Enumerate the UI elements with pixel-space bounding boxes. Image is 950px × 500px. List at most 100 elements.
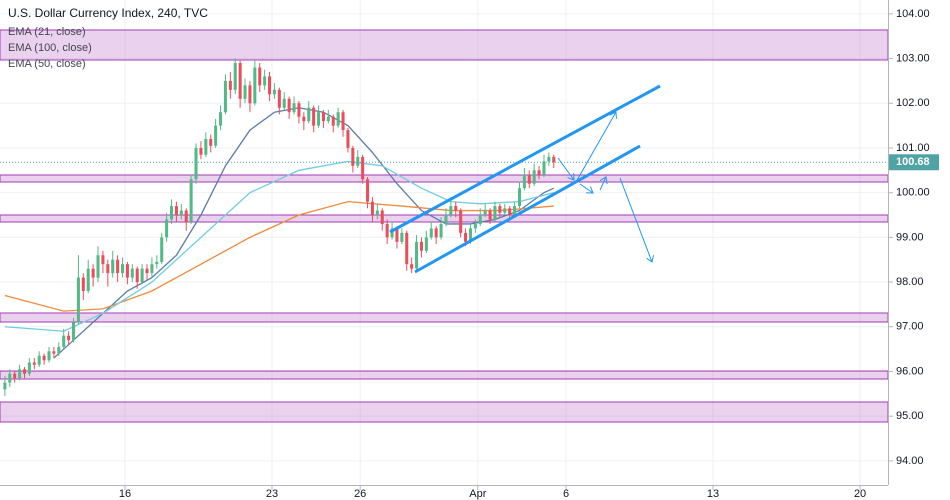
candle-body (125, 264, 129, 278)
candle-body (101, 255, 105, 265)
candle-body (91, 268, 95, 278)
candle-body (317, 112, 321, 126)
candle-body (189, 179, 193, 222)
zone (0, 312, 889, 323)
candle-body (341, 112, 345, 131)
x-tick-label: Apr (469, 488, 486, 500)
candle-body (307, 107, 311, 122)
zone (0, 29, 889, 61)
y-tick-label: 102.00 (896, 97, 930, 109)
candle-body (439, 223, 443, 238)
candle-body (96, 255, 100, 278)
legend: U.S. Dollar Currency Index, 240, TVC EMA… (8, 6, 208, 70)
candle-body (106, 264, 110, 274)
candle-body (76, 277, 80, 323)
zone (0, 174, 889, 183)
candle-body (22, 369, 27, 374)
indicators (0, 107, 888, 359)
candle-body (400, 232, 404, 242)
candle-body (527, 174, 531, 184)
candle-body (346, 130, 350, 148)
ema-line (4, 200, 554, 312)
candle-body (194, 147, 198, 180)
drawings (389, 84, 661, 274)
candle-body (179, 210, 183, 216)
legend-entry: EMA (100, close) (8, 42, 92, 54)
candle-body (86, 268, 90, 291)
candle-body (184, 210, 188, 222)
legend-entry: EMA (50, close) (8, 58, 86, 70)
candle-body (434, 228, 438, 238)
candle-body (277, 89, 281, 108)
candle-body (165, 219, 169, 238)
candle-body (145, 268, 149, 274)
candle-body (464, 232, 468, 242)
arrow (557, 157, 574, 180)
candle-body (209, 139, 213, 146)
candle-body (459, 210, 463, 233)
candle-body (57, 346, 61, 354)
candle-body (263, 76, 267, 86)
candle-body (292, 103, 296, 113)
y-tick-label: 96.00 (896, 365, 924, 377)
candle-body (268, 76, 272, 95)
candle-body (155, 261, 159, 265)
candle-body (160, 237, 164, 262)
candle-body (478, 215, 482, 224)
candle-body (140, 268, 144, 283)
candle-body (395, 228, 399, 242)
x-tick-label: 16 (119, 488, 131, 500)
x-tick-label: 23 (266, 488, 278, 500)
candle-body (135, 268, 139, 283)
candle-body (468, 228, 472, 242)
channel-line (414, 144, 641, 274)
y-tick-label: 101.00 (896, 142, 930, 154)
candle-body (258, 67, 262, 86)
candle-body (336, 112, 340, 126)
candle-body (27, 362, 31, 374)
candle-body (8, 373, 12, 383)
candle-body (522, 174, 526, 189)
candle-body (111, 259, 115, 274)
candle-body (488, 210, 492, 220)
chart-title: U.S. Dollar Currency Index, 240, TVC (8, 6, 208, 20)
candle-body (287, 98, 291, 113)
candle-body (385, 223, 389, 238)
candle-body (282, 98, 286, 108)
candle-body (223, 80, 227, 113)
candle-body (370, 201, 374, 216)
candle-body (302, 116, 306, 122)
candle-body (380, 210, 384, 224)
candle-body (199, 147, 203, 155)
candle-body (326, 116, 330, 122)
candle-body (366, 179, 370, 202)
ema-line (4, 160, 554, 332)
candle-body (375, 210, 379, 216)
candle-body (18, 369, 22, 379)
candle-body (321, 112, 325, 122)
candle-body (390, 228, 394, 238)
candle-body (410, 264, 414, 269)
candle-body (81, 277, 85, 291)
candle-body (361, 156, 365, 180)
candle-body (351, 147, 355, 166)
candle-body (503, 208, 507, 213)
arrow (579, 183, 593, 193)
y-tick-label: 95.00 (896, 410, 924, 422)
candle-body (130, 268, 134, 278)
zone (0, 401, 889, 423)
candle-body (449, 206, 453, 216)
candle-body (238, 63, 242, 99)
candle-body (243, 85, 247, 99)
candle-body (62, 335, 66, 347)
last-price-box (889, 154, 939, 171)
candle-body (473, 223, 477, 229)
channel-line (389, 84, 661, 234)
zones (0, 29, 889, 423)
candle-body (405, 232, 409, 265)
y-tick-label: 98.00 (896, 276, 924, 288)
